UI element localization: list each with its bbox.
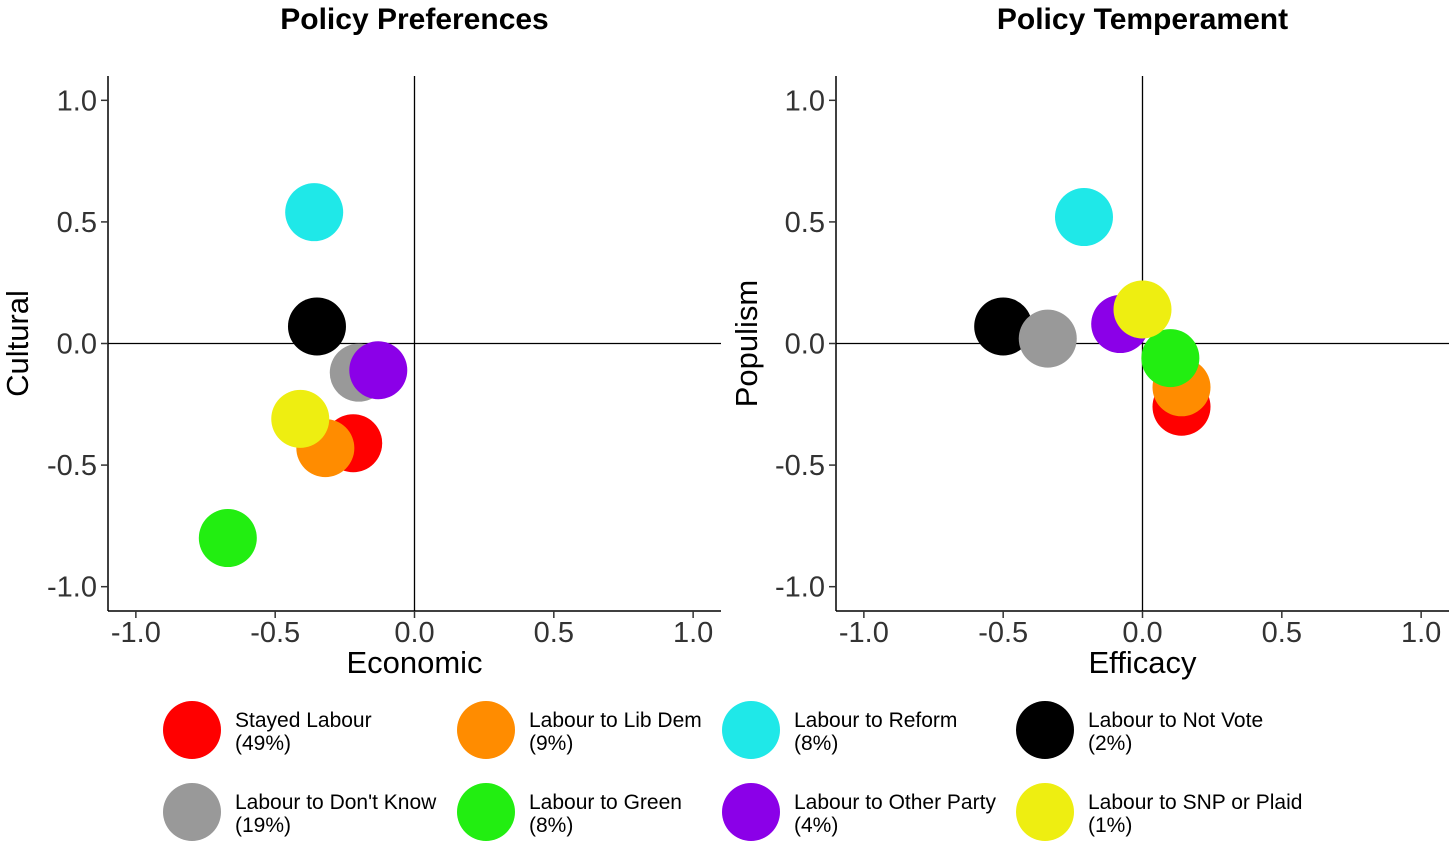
y-tick-label: 0.5 [785,207,825,239]
y-tick-label: -1.0 [47,572,97,604]
legend-item-labour-to-reform: Labour to Reform(8%) [722,701,957,759]
x-tick-label: -1.0 [111,617,161,649]
x-tick-label: -0.5 [250,617,300,649]
y-axis-title: Cultural [0,290,35,397]
y-tick-label: 1.0 [785,85,825,117]
legend-swatch [722,783,780,841]
legend-label: Labour to Green [529,791,682,814]
y-tick-label: -0.5 [47,450,97,482]
legend-share: (8%) [529,814,573,837]
y-tick-label: 0.5 [57,207,97,239]
legend-share: (8%) [794,732,838,755]
legend-item-labour-to-green: Labour to Green(8%) [457,783,682,841]
legend-share: (19%) [235,814,291,837]
legend-swatch [163,701,221,759]
x-tick-label: 1.0 [673,617,713,649]
legend-item-labour-to-lib-dem: Labour to Lib Dem(9%) [457,701,702,759]
legend-share: (4%) [794,814,838,837]
y-axis-title: Populism [729,280,764,408]
legend-label: Labour to Don't Know [235,791,437,814]
legend-share: (49%) [235,732,291,755]
data-point-labour-to-snp-or-plaid [1113,280,1172,339]
legend-item-labour-to-not-vote: Labour to Not Vote(2%) [1016,701,1263,759]
chart-title: Policy Preferences [280,3,549,36]
legend-share: (1%) [1088,814,1132,837]
data-point-labour-to-other-party [349,341,408,400]
chart-panel-2: Policy Temperament -1.0 -0.5 0.0 0.5 1.0 -1.0 -… [729,3,1449,680]
legend-share: (9%) [529,732,573,755]
legend-swatch [457,783,515,841]
chart-panel-1: Policy Preferences -1.0 -0.5 0.0 0.5 1.0 -1.0 -… [0,3,721,680]
y-tick-label: 0.0 [785,329,825,361]
data-point-labour-to-not-vote [287,297,346,356]
y-tick-label: -0.5 [775,450,825,482]
y-tick-label: -1.0 [775,572,825,604]
data-point-labour-to-green [1141,329,1200,388]
legend-label: Labour to Lib Dem [529,709,702,732]
legend-item-stayed-labour: Stayed Labour(49%) [163,701,372,759]
x-tick-label: -0.5 [978,617,1028,649]
legend-label: Labour to Not Vote [1088,709,1263,732]
legend-swatch [722,701,780,759]
x-tick-label: -1.0 [839,617,889,649]
x-tick-label: 0.5 [534,617,574,649]
legend-item-labour-to-snp-or-plaid: Labour to SNP or Plaid(1%) [1016,783,1302,841]
y-tick-label: 0.0 [57,329,97,361]
chart-title: Policy Temperament [997,3,1288,36]
x-axis-title: Efficacy [1089,645,1197,680]
x-tick-label: 0.0 [394,617,434,649]
data-point-labour-to-not-vote [974,297,1033,356]
legend-swatch [457,701,515,759]
data-point-labour-to-snp-or-plaid [271,389,330,448]
x-tick-label: 0.0 [1122,617,1162,649]
x-tick-label: 0.5 [1262,617,1302,649]
legend-label: Labour to SNP or Plaid [1088,791,1302,814]
legend-swatch [163,783,221,841]
legend-label: Labour to Other Party [794,791,996,814]
legend: Stayed Labour(49%)Labour to Lib Dem(9%)L… [163,701,1302,841]
data-point-labour-to-don-t-know [1018,309,1077,368]
legend-item-labour-to-other-party: Labour to Other Party(4%) [722,783,996,841]
legend-label: Stayed Labour [235,709,372,732]
legend-label: Labour to Reform [794,709,957,732]
legend-item-labour-to-don-t-know: Labour to Don't Know(19%) [163,783,437,841]
data-point-labour-to-green [198,509,257,568]
y-tick-label: 1.0 [57,85,97,117]
x-tick-label: 1.0 [1401,617,1441,649]
data-point-labour-to-reform [285,183,344,242]
legend-swatch [1016,701,1074,759]
data-point-labour-to-reform [1054,188,1113,247]
x-axis-title: Economic [346,645,482,680]
legend-swatch [1016,783,1074,841]
legend-share: (2%) [1088,732,1132,755]
